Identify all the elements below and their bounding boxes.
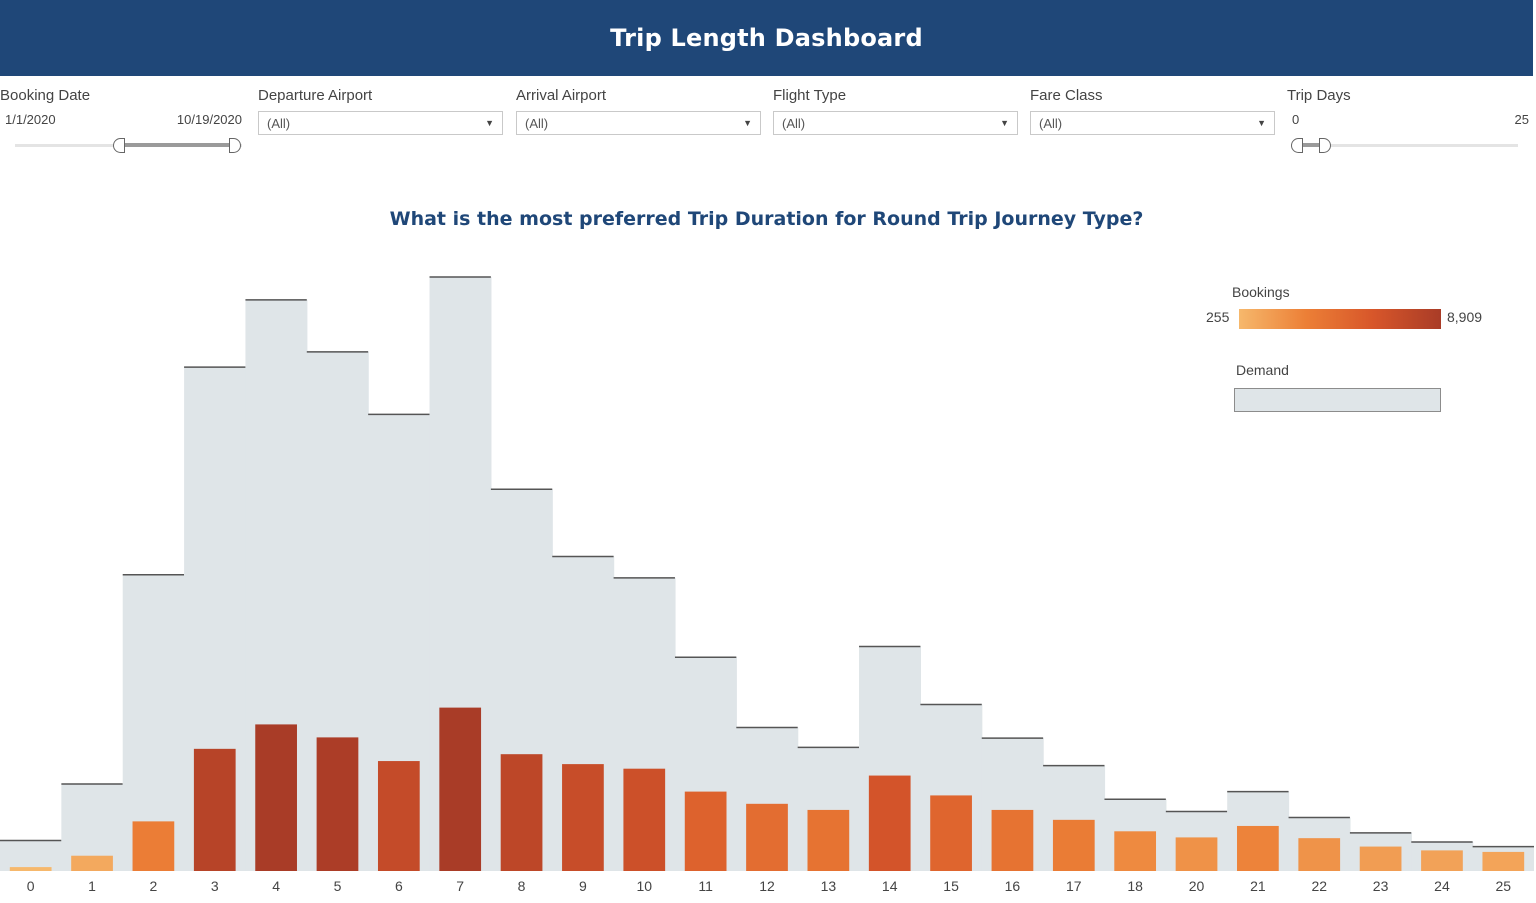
arrival-airport-dropdown[interactable]: (All) ▼ [516,111,761,135]
x-tick-label: 18 [1127,878,1143,894]
x-tick-label: 22 [1311,878,1327,894]
x-tick-label: 14 [882,878,898,894]
x-tick-label: 25 [1496,878,1512,894]
demand-column [0,840,62,871]
demand-legend-title: Demand [1236,362,1289,378]
bookings-bar[interactable] [439,707,482,871]
x-tick-label: 15 [943,878,959,894]
trip-days-max: 25 [1514,112,1529,127]
booking-date-label: Booking Date [0,87,91,104]
trip-days-min: 0 [1292,112,1300,127]
bookings-bar[interactable] [71,855,113,871]
bookings-bar[interactable] [316,737,359,871]
x-tick-label: 10 [636,878,652,894]
arrival-airport-label: Arrival Airport [516,87,607,104]
fare-class-filter: Fare Class (All) ▼ [1030,86,1275,135]
x-tick-label: 6 [395,878,403,894]
demand-legend-swatch [1234,388,1441,412]
bookings-bar[interactable] [1237,825,1279,871]
bookings-bar[interactable] [1175,837,1218,871]
trip-duration-chart: 0 1 2 3 4 5 6 7 8 9 10 11 12 13 14 15 16 17 18 20 21 22 23 24 25 [0,276,1534,894]
departure-airport-dropdown[interactable]: (All) ▼ [258,111,503,135]
bookings-legend-max: 8,909 [1447,309,1483,325]
x-tick-label: 11 [698,878,713,894]
chevron-down-icon: ▼ [743,118,752,128]
x-tick-label: 13 [821,878,837,894]
flight-type-value: (All) [782,115,806,131]
bookings-bar[interactable] [746,803,788,871]
bookings-bar[interactable] [255,724,297,871]
bookings-bar[interactable] [930,795,972,871]
x-tick-label: 21 [1250,878,1266,894]
bookings-bar[interactable] [868,775,911,871]
arrival-airport-value: (All) [525,115,549,131]
trip-days-label: Trip Days [1287,87,1351,104]
dashboard-title: Trip Length Dashboard [610,24,923,52]
flight-type-dropdown[interactable]: (All) ▼ [773,111,1018,135]
departure-airport-label: Departure Airport [258,87,373,104]
trip-days-min-handle[interactable] [1291,138,1303,153]
bookings-bar[interactable] [991,809,1034,871]
bookings-bar[interactable] [500,754,543,871]
booking-date-start: 1/1/2020 [5,112,56,127]
bookings-bar[interactable] [1421,850,1463,871]
x-tick-label: 0 [27,878,35,894]
x-tick-label: 24 [1434,878,1450,894]
bookings-bar[interactable] [9,867,52,871]
x-tick-label: 16 [1005,878,1021,894]
departure-airport-filter: Departure Airport (All) ▼ [258,86,503,135]
arrival-airport-filter: Arrival Airport (All) ▼ [516,86,761,135]
booking-date-filter: Booking Date 1/1/2020 10/19/2020 [0,86,242,127]
trip-days-slider[interactable] [1291,138,1518,153]
bookings-bar[interactable] [132,821,175,871]
bookings-bar[interactable] [193,748,236,871]
x-tick-label: 2 [150,878,158,894]
flight-type-filter: Flight Type (All) ▼ [773,86,1018,135]
x-tick-label: 17 [1066,878,1082,894]
fare-class-label: Fare Class [1030,87,1103,104]
bookings-legend-title: Bookings [1232,284,1290,300]
fare-class-value: (All) [1039,115,1063,131]
x-tick-label: 1 [88,878,96,894]
trip-days-max-handle[interactable] [1319,138,1331,153]
x-tick-label: 7 [456,878,464,894]
fare-class-dropdown[interactable]: (All) ▼ [1030,111,1275,135]
booking-date-end-handle[interactable] [229,138,241,153]
bookings-bar[interactable] [377,761,420,871]
trip-days-filter: Trip Days 0 25 [1287,86,1529,127]
bookings-bar[interactable] [1114,831,1157,871]
chevron-down-icon: ▼ [1257,118,1266,128]
chevron-down-icon: ▼ [485,118,494,128]
bookings-bar[interactable] [807,809,850,871]
bookings-color-scale [1239,309,1441,329]
bookings-legend-min: 255 [1206,309,1230,325]
bookings-bar[interactable] [1359,846,1402,871]
x-tick-label: 23 [1373,878,1389,894]
chevron-down-icon: ▼ [1000,118,1009,128]
bookings-bar[interactable] [1052,819,1095,871]
bookings-bar[interactable] [1298,838,1341,871]
x-tick-label: 5 [334,878,342,894]
flight-type-label: Flight Type [773,87,847,104]
bookings-bar[interactable] [623,768,666,871]
booking-date-end: 10/19/2020 [176,112,242,127]
bookings-bar[interactable] [1482,851,1525,871]
chart-title: What is the most preferred Trip Duration… [389,208,1144,230]
x-tick-label: 9 [579,878,587,894]
booking-date-start-handle[interactable] [113,138,125,153]
departure-airport-value: (All) [267,115,291,131]
x-tick-label: 8 [518,878,526,894]
bookings-bar[interactable] [684,791,727,871]
x-tick-label: 4 [272,878,280,894]
booking-date-slider[interactable] [15,138,242,153]
dashboard-header: Trip Length Dashboard [0,0,1533,76]
x-tick-label: 12 [759,878,775,894]
x-tick-label: 20 [1189,878,1205,894]
bookings-bar[interactable] [562,764,604,871]
x-tick-label: 3 [211,878,219,894]
